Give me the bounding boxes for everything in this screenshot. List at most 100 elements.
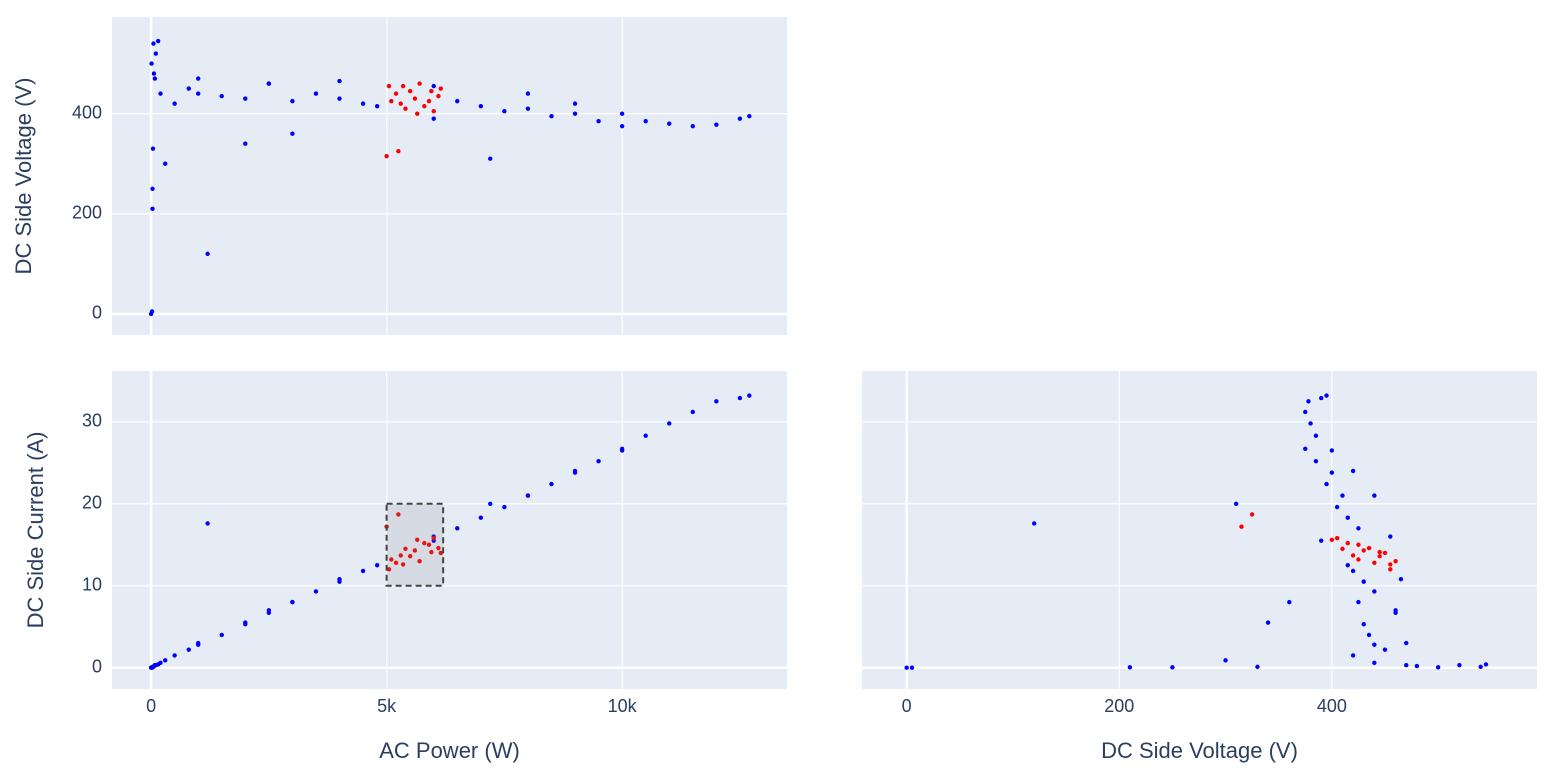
point [502,504,507,510]
y-axis-title: DC Side Current (A) [23,432,48,629]
point [158,91,163,96]
point [1340,546,1345,552]
point [488,501,493,506]
point [186,86,191,91]
point [1377,554,1382,559]
point [243,96,248,101]
point [1435,665,1441,670]
point [400,562,406,567]
point [1334,504,1340,510]
point [403,106,408,111]
point [196,640,201,646]
point [1361,622,1366,627]
point [431,535,436,541]
point [398,553,403,558]
point [415,537,420,543]
point [386,567,392,572]
point [1356,542,1361,547]
point [1287,599,1292,605]
point [436,93,441,99]
point [1345,563,1350,568]
point [1404,640,1409,646]
point [1388,567,1393,572]
point [172,101,177,106]
y-tick-label: 400 [72,102,102,122]
point [1377,549,1382,555]
point [1372,589,1377,594]
point [667,421,672,426]
point [186,647,191,652]
point [478,103,484,109]
point [1350,468,1356,474]
point [438,86,443,91]
point [1249,512,1255,517]
point [337,576,342,582]
point [1382,550,1388,556]
y-tick-label: 200 [72,203,102,223]
point [360,101,366,106]
point [1324,393,1329,398]
point [407,554,413,559]
point [549,481,554,487]
point [737,395,743,401]
point [643,118,648,124]
y-tick-label: 10 [82,574,102,594]
point [455,526,460,531]
point [393,91,399,96]
point [1356,526,1361,531]
point [422,103,427,109]
point [389,557,394,562]
point [747,113,752,119]
point [150,146,156,151]
point [407,88,413,94]
point [417,558,422,564]
x-axis-title: DC Side Voltage (V) [1101,738,1298,763]
point [429,88,434,94]
point [400,83,406,89]
point [1239,524,1244,529]
point [1340,493,1345,498]
point [1350,568,1356,574]
point [337,78,342,84]
point [412,548,418,553]
point [1345,515,1350,520]
point [219,93,224,99]
point [1361,548,1366,553]
point [1404,663,1409,668]
point [1308,421,1313,426]
point [431,116,436,121]
point [619,111,625,116]
x-tick-label: 5k [377,696,397,716]
point [1393,558,1398,564]
point [417,81,422,86]
point [572,101,578,106]
point [1372,493,1377,498]
point [1372,642,1377,647]
point [619,123,625,129]
point [1324,481,1329,487]
point [155,38,161,44]
point [313,589,319,594]
point [747,393,752,398]
point [151,71,157,76]
point [1356,599,1361,605]
point [396,512,401,517]
point [155,662,161,667]
point [502,108,507,114]
point [1350,653,1356,658]
point [196,76,201,81]
selection-box [385,502,445,587]
x-tick-label: 200 [1104,696,1134,716]
point [426,542,432,547]
point [313,91,319,96]
point [150,186,155,191]
point [431,108,436,114]
point [1388,534,1393,539]
point [1303,446,1308,452]
point [1388,562,1393,567]
point [1372,660,1377,665]
point [151,41,156,46]
point [549,113,554,119]
point [1366,632,1372,638]
